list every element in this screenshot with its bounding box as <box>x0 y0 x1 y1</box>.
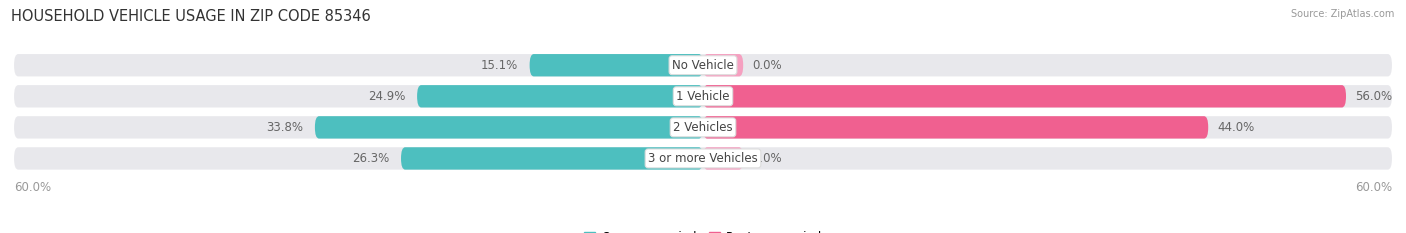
Text: 60.0%: 60.0% <box>1355 181 1392 194</box>
Text: 56.0%: 56.0% <box>1355 90 1392 103</box>
Text: 26.3%: 26.3% <box>353 152 389 165</box>
Text: 0.0%: 0.0% <box>752 152 782 165</box>
FancyBboxPatch shape <box>703 54 744 76</box>
Text: 44.0%: 44.0% <box>1218 121 1254 134</box>
Legend: Owner-occupied, Renter-occupied: Owner-occupied, Renter-occupied <box>579 226 827 233</box>
FancyBboxPatch shape <box>14 54 1392 76</box>
Text: 2 Vehicles: 2 Vehicles <box>673 121 733 134</box>
FancyBboxPatch shape <box>703 85 1346 107</box>
FancyBboxPatch shape <box>14 85 1392 107</box>
Text: 33.8%: 33.8% <box>266 121 304 134</box>
Text: 1 Vehicle: 1 Vehicle <box>676 90 730 103</box>
FancyBboxPatch shape <box>14 116 1392 139</box>
Text: Source: ZipAtlas.com: Source: ZipAtlas.com <box>1291 9 1395 19</box>
Text: 3 or more Vehicles: 3 or more Vehicles <box>648 152 758 165</box>
Text: HOUSEHOLD VEHICLE USAGE IN ZIP CODE 85346: HOUSEHOLD VEHICLE USAGE IN ZIP CODE 8534… <box>11 9 371 24</box>
Text: 60.0%: 60.0% <box>14 181 51 194</box>
FancyBboxPatch shape <box>418 85 703 107</box>
Text: 24.9%: 24.9% <box>368 90 405 103</box>
FancyBboxPatch shape <box>401 147 703 170</box>
FancyBboxPatch shape <box>703 147 744 170</box>
Text: No Vehicle: No Vehicle <box>672 59 734 72</box>
FancyBboxPatch shape <box>315 116 703 139</box>
Text: 0.0%: 0.0% <box>752 59 782 72</box>
Text: 15.1%: 15.1% <box>481 59 519 72</box>
FancyBboxPatch shape <box>530 54 703 76</box>
FancyBboxPatch shape <box>703 116 1208 139</box>
FancyBboxPatch shape <box>14 147 1392 170</box>
